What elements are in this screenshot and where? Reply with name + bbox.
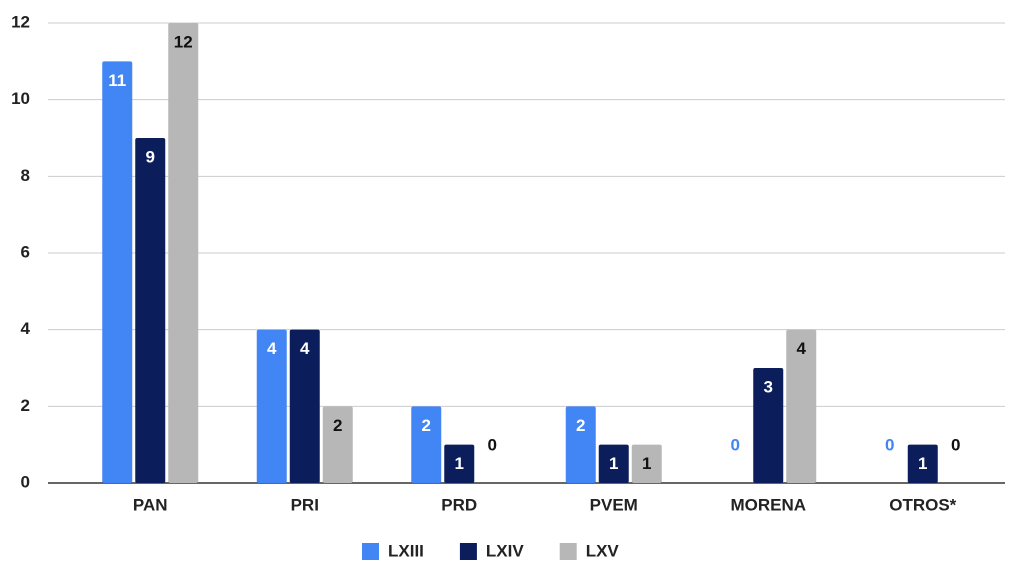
- bar: [786, 329, 817, 483]
- data-label: 2: [576, 416, 585, 435]
- data-label: 0: [488, 435, 497, 454]
- data-label: 0: [885, 435, 894, 454]
- bar: [322, 406, 353, 483]
- y-tick-label: 2: [21, 396, 30, 415]
- data-label: 1: [455, 454, 464, 473]
- legend-swatch: [559, 543, 577, 560]
- bar: [256, 329, 287, 483]
- data-label: 2: [422, 416, 431, 435]
- bar: [444, 444, 475, 483]
- data-label: 1: [918, 454, 927, 473]
- data-label: 1: [609, 454, 618, 473]
- legend-label: LXV: [586, 541, 620, 560]
- x-tick-label: MORENA: [730, 495, 806, 514]
- bar: [102, 61, 133, 483]
- data-label: 1: [642, 454, 651, 473]
- bar: [289, 329, 320, 483]
- x-tick-label: OTROS*: [889, 495, 956, 514]
- bar: [907, 444, 938, 483]
- bar: [168, 23, 199, 483]
- data-label: 0: [731, 435, 740, 454]
- data-label: 0: [951, 435, 960, 454]
- x-tick-label: PRD: [441, 495, 477, 514]
- x-tick-label: PRI: [291, 495, 319, 514]
- y-tick-label: 8: [21, 166, 30, 185]
- data-label: 4: [300, 339, 310, 358]
- legend-label: LXIII: [388, 541, 424, 560]
- x-tick-label: PAN: [133, 495, 168, 514]
- y-tick-label: 4: [21, 319, 31, 338]
- bar: [598, 444, 629, 483]
- x-tick-label: PVEM: [590, 495, 638, 514]
- data-label: 4: [267, 339, 277, 358]
- data-label: 4: [797, 339, 807, 358]
- legend-label: LXIV: [486, 541, 524, 560]
- data-label: 11: [108, 71, 126, 90]
- data-label: 9: [146, 147, 155, 166]
- data-label: 2: [333, 416, 342, 435]
- data-label: 3: [764, 377, 773, 396]
- y-tick-label: 10: [11, 89, 30, 108]
- y-tick-label: 12: [11, 12, 30, 31]
- bar: [135, 138, 166, 483]
- bar: [753, 368, 784, 483]
- data-label: 12: [174, 32, 193, 51]
- bar: [631, 444, 662, 483]
- y-tick-label: 6: [21, 242, 30, 261]
- legend-swatch: [459, 543, 477, 560]
- bar: [565, 406, 596, 483]
- y-tick-label: 0: [21, 472, 30, 491]
- bar: [411, 406, 442, 483]
- legend-swatch: [362, 543, 379, 560]
